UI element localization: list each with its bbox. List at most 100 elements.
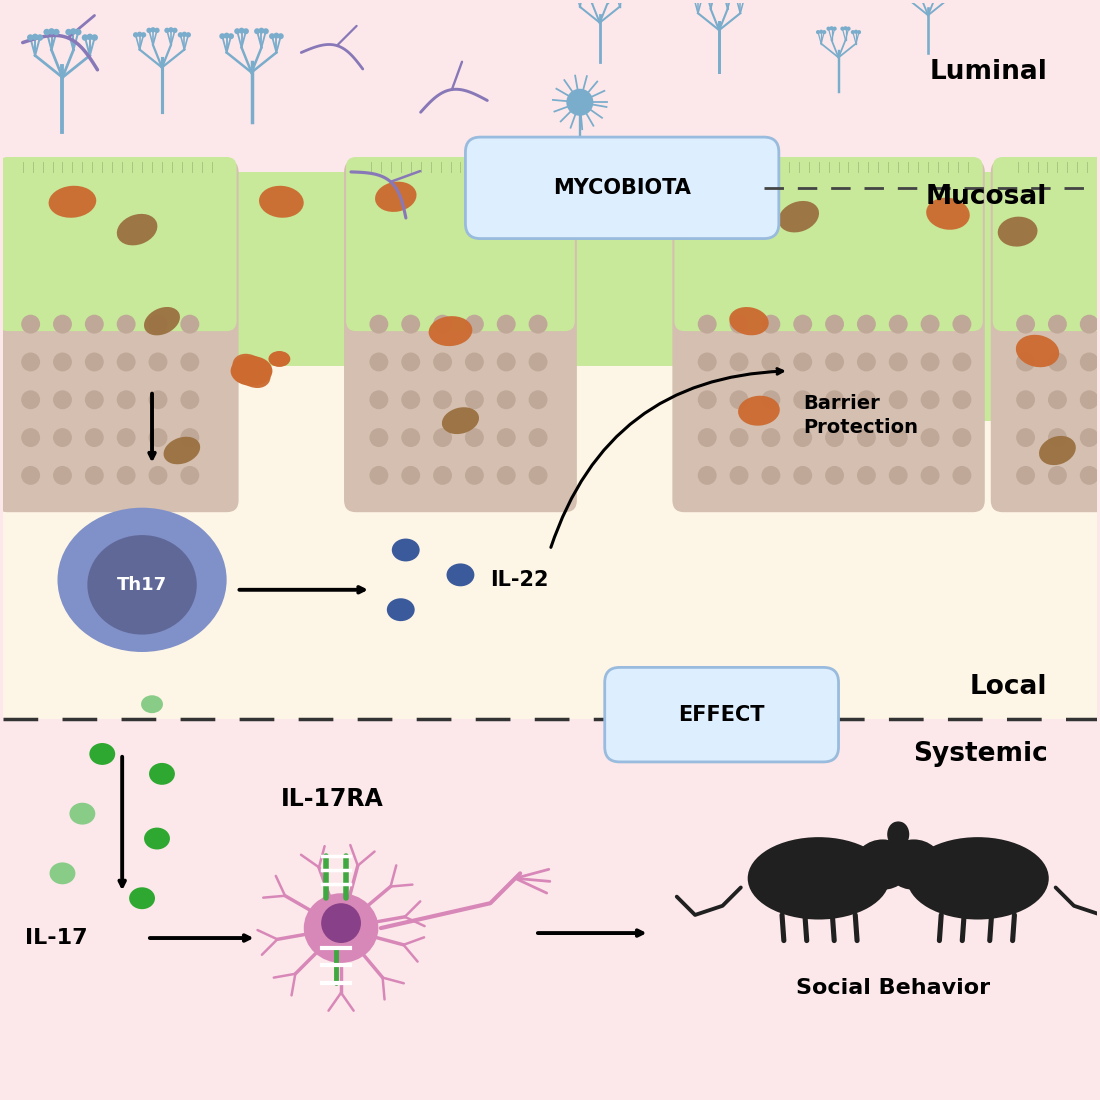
Circle shape [178, 32, 183, 37]
Circle shape [136, 32, 142, 37]
Circle shape [793, 390, 812, 409]
Circle shape [857, 466, 876, 485]
Circle shape [1016, 352, 1035, 372]
Circle shape [529, 352, 548, 372]
Circle shape [43, 29, 50, 35]
Circle shape [65, 29, 72, 35]
Ellipse shape [50, 862, 76, 884]
Ellipse shape [232, 354, 271, 388]
Ellipse shape [729, 307, 769, 336]
Text: EFFECT: EFFECT [678, 705, 764, 725]
Circle shape [402, 428, 420, 447]
Circle shape [370, 428, 388, 447]
Circle shape [433, 352, 452, 372]
Ellipse shape [87, 535, 197, 635]
FancyBboxPatch shape [556, 366, 694, 535]
Ellipse shape [855, 839, 911, 890]
Bar [3, 719, 1097, 1097]
Circle shape [219, 33, 225, 40]
Circle shape [844, 26, 848, 31]
Circle shape [825, 315, 844, 333]
Circle shape [133, 32, 139, 37]
Ellipse shape [690, 182, 729, 211]
Circle shape [21, 390, 40, 409]
Circle shape [168, 28, 174, 33]
Circle shape [81, 34, 88, 41]
Circle shape [857, 352, 876, 372]
FancyBboxPatch shape [465, 138, 779, 239]
Circle shape [75, 29, 81, 35]
Circle shape [921, 466, 939, 485]
Circle shape [465, 466, 484, 485]
Circle shape [820, 30, 823, 34]
Circle shape [370, 390, 388, 409]
Circle shape [829, 26, 834, 31]
Ellipse shape [48, 186, 97, 218]
Circle shape [173, 28, 177, 33]
Ellipse shape [268, 351, 290, 367]
Ellipse shape [258, 186, 304, 218]
Circle shape [761, 315, 780, 333]
Circle shape [465, 352, 484, 372]
Circle shape [825, 428, 844, 447]
FancyBboxPatch shape [674, 157, 982, 331]
Circle shape [793, 315, 812, 333]
Circle shape [825, 466, 844, 485]
Circle shape [87, 34, 94, 41]
Circle shape [53, 29, 59, 35]
Circle shape [692, 0, 696, 2]
Circle shape [566, 89, 593, 116]
Circle shape [889, 390, 908, 409]
Circle shape [85, 428, 103, 447]
Circle shape [734, 0, 739, 2]
Circle shape [21, 315, 40, 333]
Ellipse shape [69, 803, 96, 825]
Ellipse shape [478, 196, 522, 228]
Circle shape [223, 33, 230, 39]
Circle shape [180, 315, 199, 333]
Circle shape [263, 29, 268, 34]
Ellipse shape [502, 167, 539, 196]
FancyBboxPatch shape [217, 366, 366, 535]
Circle shape [822, 30, 826, 34]
Circle shape [53, 390, 72, 409]
Ellipse shape [148, 763, 175, 784]
Circle shape [697, 390, 717, 409]
Circle shape [151, 28, 156, 33]
Circle shape [497, 352, 516, 372]
Circle shape [274, 33, 279, 39]
Circle shape [793, 428, 812, 447]
Circle shape [53, 315, 72, 333]
Circle shape [148, 390, 167, 409]
Ellipse shape [224, 495, 359, 535]
Circle shape [53, 352, 72, 372]
Circle shape [1048, 390, 1067, 409]
Circle shape [402, 466, 420, 485]
Circle shape [1016, 390, 1035, 409]
Circle shape [729, 315, 748, 333]
Circle shape [761, 428, 780, 447]
Circle shape [148, 428, 167, 447]
Ellipse shape [1040, 436, 1076, 465]
Circle shape [117, 315, 135, 333]
Ellipse shape [141, 695, 163, 713]
FancyBboxPatch shape [672, 160, 984, 513]
Circle shape [70, 29, 77, 35]
Ellipse shape [926, 198, 970, 230]
Circle shape [433, 466, 452, 485]
Circle shape [141, 32, 146, 37]
Circle shape [148, 466, 167, 485]
Circle shape [180, 466, 199, 485]
Circle shape [729, 390, 748, 409]
Circle shape [85, 466, 103, 485]
Circle shape [741, 0, 747, 2]
Circle shape [1080, 315, 1099, 333]
Circle shape [497, 315, 516, 333]
Circle shape [825, 352, 844, 372]
Circle shape [465, 390, 484, 409]
Text: Local: Local [970, 674, 1047, 701]
Circle shape [497, 428, 516, 447]
Circle shape [857, 428, 876, 447]
Circle shape [889, 466, 908, 485]
Circle shape [833, 26, 837, 31]
